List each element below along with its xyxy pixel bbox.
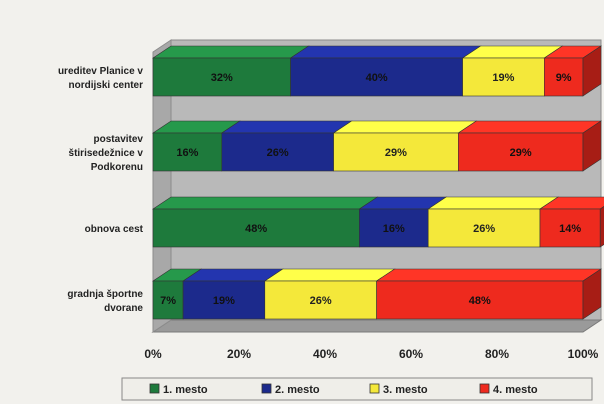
bar-front-face — [376, 280, 584, 320]
bar-segment: 26% — [427, 196, 559, 248]
data-label: 29% — [510, 147, 532, 159]
bar-front-face — [290, 57, 463, 97]
data-label: 14% — [559, 223, 581, 235]
data-label: 19% — [213, 295, 235, 307]
bar-segment: 16% — [152, 120, 241, 172]
bar-side-face — [582, 268, 602, 320]
bar-front-face — [264, 280, 377, 320]
data-label: 16% — [383, 223, 405, 235]
bar-front-face — [333, 132, 459, 172]
x-tick-label: 80% — [485, 347, 509, 361]
legend-swatch — [479, 383, 490, 394]
data-label: 48% — [469, 295, 491, 307]
category-label: ureditev Planice v — [58, 66, 143, 77]
category-label: postavitev — [94, 134, 144, 145]
bar-segment: 29% — [457, 120, 602, 172]
legend-swatch — [369, 383, 380, 394]
bar-top-face — [263, 268, 396, 282]
bar-segment: 7% — [152, 268, 203, 320]
legend-item: 4. mesto — [479, 383, 538, 396]
legend-box — [121, 377, 593, 401]
bar-segment: 9% — [543, 45, 602, 97]
bar-segment: 29% — [332, 120, 478, 172]
data-label: 48% — [245, 223, 267, 235]
floor — [151, 319, 603, 333]
legend-label: 3. mesto — [383, 384, 428, 396]
bar-segment: 26% — [220, 120, 353, 172]
legend-label: 2. mesto — [275, 384, 320, 396]
bar-top-face — [375, 268, 602, 282]
bar-front-face — [221, 132, 334, 172]
bar-segment: 48% — [375, 268, 602, 320]
data-label: 29% — [385, 147, 407, 159]
bar-side-face — [599, 206, 604, 248]
bar-top-face — [332, 120, 478, 134]
bar-top-face — [427, 196, 559, 210]
legend-label: 1. mesto — [163, 384, 208, 396]
bar-front-face — [152, 208, 360, 248]
legend-item: 3. mesto — [369, 383, 428, 396]
legend-item: 1. mesto — [149, 383, 208, 396]
data-label: 26% — [473, 223, 495, 235]
bar-segment: 26% — [263, 268, 396, 320]
data-label: 26% — [310, 295, 332, 307]
legend-label: 4. mesto — [493, 384, 538, 396]
bar-top-face — [457, 120, 602, 134]
bar-segment: 48% — [152, 196, 379, 248]
data-label: 7% — [160, 295, 176, 307]
bar-front-face — [152, 57, 291, 97]
bar-segment: 19% — [461, 45, 564, 97]
data-label: 16% — [176, 147, 198, 159]
x-tick-label: 100% — [568, 347, 599, 361]
data-label: 26% — [267, 147, 289, 159]
x-tick-label: 20% — [227, 347, 251, 361]
category-label: Podkorenu — [91, 162, 143, 173]
data-label: 40% — [366, 72, 388, 84]
bar-top-face — [152, 45, 310, 59]
bar-front-face — [543, 57, 584, 97]
bar-segment: 19% — [182, 268, 284, 320]
bar-segment: 14% — [539, 196, 604, 248]
data-label: 9% — [556, 72, 572, 84]
category-label: nordijski center — [69, 80, 144, 91]
x-tick-label: 40% — [313, 347, 337, 361]
bar-segment: 40% — [289, 45, 482, 97]
bar-top-face — [152, 196, 379, 210]
legend-swatch — [149, 383, 160, 394]
bar-front-face — [152, 280, 184, 320]
category-label: obnova cest — [85, 224, 144, 235]
bar-front-face — [427, 208, 541, 248]
bar-segment: 32% — [152, 45, 310, 97]
bar-front-face — [182, 280, 266, 320]
bar-front-face — [539, 208, 601, 248]
legend-item: 2. mesto — [261, 383, 320, 396]
category-label: štirisedežnice v — [69, 148, 144, 159]
category-label: dvorane — [104, 303, 143, 314]
x-tick-label: 60% — [399, 347, 423, 361]
category-label: gradnja športne — [67, 289, 143, 300]
data-label: 19% — [492, 72, 514, 84]
bar-top-face — [289, 45, 482, 59]
bar-side-face — [582, 120, 602, 172]
legend-swatch — [261, 383, 272, 394]
bar-side-face — [582, 45, 602, 97]
bar-front-face — [152, 132, 223, 172]
data-label: 32% — [211, 72, 233, 84]
bar-front-face — [462, 57, 545, 97]
bar-top-face — [220, 120, 353, 134]
x-tick-label: 0% — [144, 347, 162, 361]
